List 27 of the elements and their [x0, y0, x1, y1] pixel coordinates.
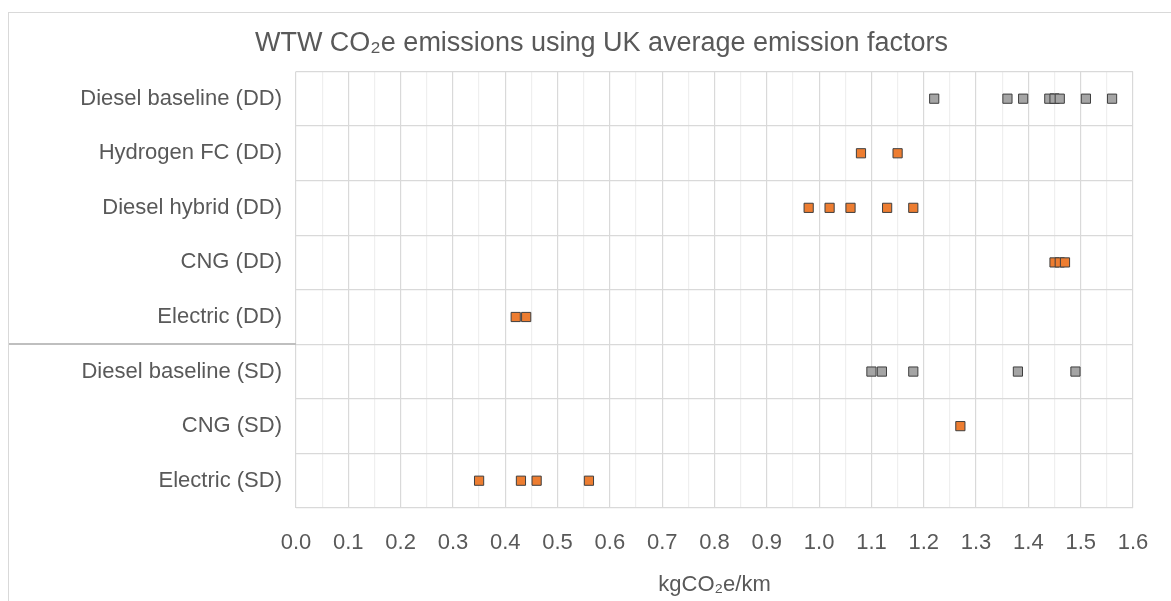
x-tick-label: 0.2: [385, 529, 416, 555]
x-tick-label: 0.4: [489, 529, 521, 555]
x-tick-label: 1.2: [908, 529, 940, 555]
x-tick-label: 0.8: [699, 529, 730, 555]
y-tick-label: CNG (DD): [180, 248, 282, 274]
x-tick-label: 0.9: [751, 529, 783, 555]
x-tick-label: 1.6: [1117, 529, 1149, 555]
x-tick-label: 0.6: [594, 529, 626, 555]
x-tick-label: 1.5: [1065, 529, 1096, 555]
x-tick-label: 0.0: [280, 529, 312, 555]
x-tick-label: 1.1: [856, 529, 887, 555]
x-tick-label: 1.0: [803, 529, 835, 555]
x-tick-label: 0.3: [437, 529, 469, 555]
y-tick-label: Diesel hybrid (DD): [102, 193, 282, 219]
y-tick-label: CNG (SD): [181, 412, 282, 438]
x-tick-label: 0.7: [646, 529, 678, 555]
y-tick-label: Diesel baseline (SD): [81, 357, 282, 383]
y-tick-label: Hydrogen FC (DD): [98, 139, 282, 165]
x-tick-label: 0.1: [333, 529, 364, 555]
y-tick-label: Electric (DD): [157, 303, 282, 329]
chart-title: WTW CO₂e emissions using UK average emission factors: [254, 26, 949, 57]
y-tick-label: Electric (SD): [158, 466, 282, 492]
x-tick-label: 1.3: [960, 529, 992, 555]
y-tick-label: Diesel baseline (DD): [80, 84, 282, 110]
x-tick-label: 0.5: [542, 529, 573, 555]
x-tick-label: 1.4: [1013, 529, 1044, 555]
x-axis-title: kgCO₂e/km: [658, 570, 771, 596]
